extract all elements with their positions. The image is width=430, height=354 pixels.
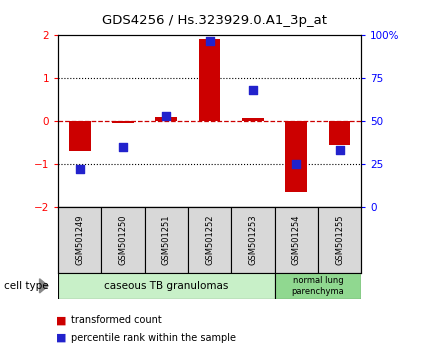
Point	[76, 166, 83, 172]
Point	[293, 161, 300, 167]
Bar	[231, 207, 275, 273]
Text: GDS4256 / Hs.323929.0.A1_3p_at: GDS4256 / Hs.323929.0.A1_3p_at	[102, 14, 328, 27]
Text: GSM501255: GSM501255	[335, 215, 344, 265]
Bar	[329, 121, 350, 145]
Point	[336, 148, 343, 153]
Text: percentile rank within the sample: percentile rank within the sample	[71, 333, 236, 343]
Bar	[69, 121, 91, 151]
Point	[163, 113, 170, 119]
Text: GSM501254: GSM501254	[292, 215, 301, 265]
Point	[206, 38, 213, 44]
Bar	[242, 118, 264, 121]
Bar	[58, 273, 275, 299]
Text: transformed count: transformed count	[71, 315, 162, 325]
Polygon shape	[40, 279, 48, 293]
Bar	[318, 207, 361, 273]
Bar	[286, 121, 307, 192]
Text: ■: ■	[56, 333, 66, 343]
Bar	[199, 39, 221, 121]
Bar	[101, 207, 144, 273]
Bar	[112, 121, 134, 124]
Text: GSM501249: GSM501249	[75, 215, 84, 265]
Bar	[188, 207, 231, 273]
Text: ■: ■	[56, 315, 66, 325]
Text: GSM501253: GSM501253	[249, 215, 258, 265]
Text: GSM501251: GSM501251	[162, 215, 171, 265]
Bar	[275, 207, 318, 273]
Text: GSM501250: GSM501250	[119, 215, 128, 265]
Bar	[275, 273, 361, 299]
Text: cell type: cell type	[4, 281, 49, 291]
Bar	[156, 117, 177, 121]
Point	[120, 144, 126, 150]
Text: caseous TB granulomas: caseous TB granulomas	[104, 281, 228, 291]
Text: normal lung
parenchyma: normal lung parenchyma	[292, 276, 344, 296]
Bar	[144, 207, 188, 273]
Bar	[58, 207, 101, 273]
Point	[249, 87, 256, 93]
Text: GSM501252: GSM501252	[205, 215, 214, 265]
